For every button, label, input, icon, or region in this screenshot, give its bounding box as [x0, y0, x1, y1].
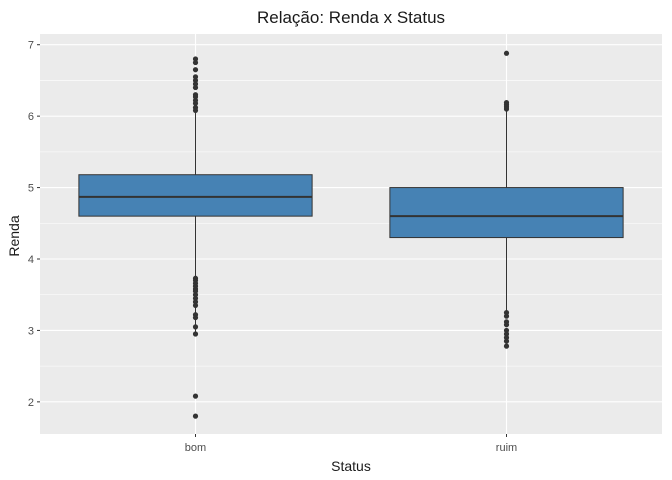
outlier-point — [192, 67, 199, 73]
outlier-point — [192, 393, 199, 399]
outlier-point — [192, 59, 199, 66]
outlier-point — [192, 74, 199, 80]
outlier-point — [192, 295, 199, 301]
y-axis-title: Renda — [6, 215, 22, 256]
outlier-point — [503, 343, 510, 349]
outlier-point — [192, 331, 199, 337]
outlier-point — [503, 50, 510, 56]
iqr-box — [389, 187, 624, 239]
outlier-point — [503, 334, 510, 341]
outlier-point — [192, 292, 199, 298]
chart-title: Relação: Renda x Status — [257, 8, 445, 27]
outlier-point — [192, 81, 199, 87]
y-tick-label: 7 — [28, 40, 34, 52]
outlier-point — [503, 331, 510, 337]
outlier-point — [503, 327, 510, 334]
y-tick-label: 2 — [28, 397, 34, 409]
outlier-point — [192, 314, 199, 321]
outlier-point — [192, 107, 199, 114]
iqr-box — [78, 174, 313, 217]
outlier-point — [503, 338, 510, 344]
outlier-point — [503, 309, 510, 316]
outlier-point — [192, 299, 199, 305]
boxes — [78, 50, 624, 419]
x-axis-ticks: bom ruim — [185, 434, 517, 454]
y-tick-label: 4 — [28, 254, 34, 266]
x-axis-title: Status — [331, 458, 371, 474]
outlier-point — [192, 288, 199, 294]
outlier-point — [192, 94, 199, 100]
y-tick-label: 5 — [28, 183, 34, 195]
outlier-point — [503, 322, 510, 328]
outlier-point — [192, 100, 199, 106]
outlier-point — [192, 84, 199, 91]
outlier-point — [192, 324, 199, 330]
y-axis-ticks: 2 3 4 5 6 7 — [28, 40, 40, 409]
box-ruim — [389, 50, 624, 349]
x-tick-label: bom — [185, 442, 206, 454]
outlier-point — [192, 56, 199, 62]
y-tick-label: 3 — [28, 325, 34, 337]
box-bom — [78, 56, 313, 419]
outlier-point — [503, 106, 510, 112]
outlier-point — [192, 302, 199, 309]
x-tick-label: ruim — [496, 442, 517, 454]
outlier-point — [192, 413, 199, 419]
outlier-point — [503, 313, 510, 319]
outlier-point — [192, 77, 199, 84]
y-tick-label: 6 — [28, 111, 34, 123]
